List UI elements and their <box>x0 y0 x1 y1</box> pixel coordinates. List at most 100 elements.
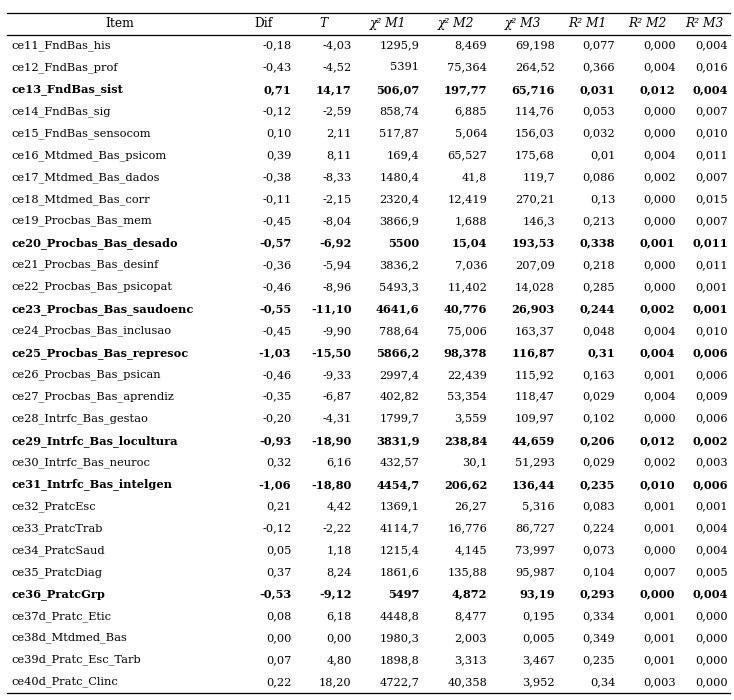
Text: ce34_PratcSaud: ce34_PratcSaud <box>11 545 105 556</box>
Text: 0,000: 0,000 <box>696 611 728 621</box>
Text: 136,44: 136,44 <box>512 479 555 490</box>
Text: 53,354: 53,354 <box>447 392 487 402</box>
Text: 0,073: 0,073 <box>583 545 615 555</box>
Text: 0,004: 0,004 <box>640 347 675 358</box>
Text: 0,003: 0,003 <box>696 458 728 468</box>
Text: 6,885: 6,885 <box>454 106 487 116</box>
Text: 0,004: 0,004 <box>643 392 675 402</box>
Text: -18,90: -18,90 <box>311 435 352 446</box>
Text: 2997,4: 2997,4 <box>379 370 419 379</box>
Text: 3831,9: 3831,9 <box>376 435 419 446</box>
Text: 51,293: 51,293 <box>515 458 555 468</box>
Text: -11,10: -11,10 <box>311 303 352 314</box>
Text: 0,010: 0,010 <box>696 326 728 336</box>
Text: -0,57: -0,57 <box>259 237 291 248</box>
Text: 858,74: 858,74 <box>379 106 419 116</box>
Text: 206,62: 206,62 <box>444 479 487 490</box>
Text: 0,163: 0,163 <box>583 370 615 379</box>
Text: ce23_Procbas_Bas_saudoenc: ce23_Procbas_Bas_saudoenc <box>11 303 193 315</box>
Text: ce39d_Pratc_Esc_Tarb: ce39d_Pratc_Esc_Tarb <box>11 654 141 666</box>
Text: 0,000: 0,000 <box>643 216 675 226</box>
Text: Dif: Dif <box>254 17 272 30</box>
Text: -6,87: -6,87 <box>322 392 352 402</box>
Text: 3866,9: 3866,9 <box>379 216 419 226</box>
Text: -1,03: -1,03 <box>259 347 291 358</box>
Text: ce33_PratcTrab: ce33_PratcTrab <box>11 523 103 533</box>
Text: 0,031: 0,031 <box>580 84 615 95</box>
Text: 3,952: 3,952 <box>523 677 555 687</box>
Text: ce13_FndBas_sist: ce13_FndBas_sist <box>11 83 123 95</box>
Text: 4722,7: 4722,7 <box>379 677 419 687</box>
Text: 7,036: 7,036 <box>454 260 487 270</box>
Text: 26,903: 26,903 <box>512 303 555 314</box>
Text: 0,213: 0,213 <box>583 216 615 226</box>
Text: 6,18: 6,18 <box>326 611 352 621</box>
Text: -9,33: -9,33 <box>322 370 352 379</box>
Text: 4,80: 4,80 <box>326 655 352 665</box>
Text: 1215,4: 1215,4 <box>379 545 419 555</box>
Text: 0,000: 0,000 <box>643 41 675 50</box>
Text: 0,048: 0,048 <box>583 326 615 336</box>
Text: -0,36: -0,36 <box>262 260 291 270</box>
Text: 8,477: 8,477 <box>454 611 487 621</box>
Text: 175,68: 175,68 <box>515 150 555 160</box>
Text: 156,03: 156,03 <box>515 128 555 139</box>
Text: -2,59: -2,59 <box>322 106 352 116</box>
Text: 5866,2: 5866,2 <box>376 347 419 358</box>
Text: ce24_Procbas_Bas_inclusao: ce24_Procbas_Bas_inclusao <box>11 326 171 336</box>
Text: 0,004: 0,004 <box>643 150 675 160</box>
Text: -8,33: -8,33 <box>322 172 352 182</box>
Text: 3836,2: 3836,2 <box>379 260 419 270</box>
Text: 0,010: 0,010 <box>696 128 728 139</box>
Text: 0,71: 0,71 <box>264 84 291 95</box>
Text: ce17_Mtdmed_Bas_dados: ce17_Mtdmed_Bas_dados <box>11 172 159 183</box>
Text: 75,006: 75,006 <box>447 326 487 336</box>
Text: 118,47: 118,47 <box>515 392 555 402</box>
Text: 73,997: 73,997 <box>515 545 555 555</box>
Text: 0,22: 0,22 <box>266 677 291 687</box>
Text: 0,102: 0,102 <box>583 414 615 424</box>
Text: 109,97: 109,97 <box>515 414 555 424</box>
Text: -0,45: -0,45 <box>262 326 291 336</box>
Text: 119,7: 119,7 <box>523 172 555 182</box>
Text: 4641,6: 4641,6 <box>376 303 419 314</box>
Text: 0,235: 0,235 <box>580 479 615 490</box>
Text: 0,10: 0,10 <box>266 128 291 139</box>
Text: ce21_Procbas_Bas_desinf: ce21_Procbas_Bas_desinf <box>11 260 159 270</box>
Text: 1369,1: 1369,1 <box>379 501 419 512</box>
Text: 0,244: 0,244 <box>580 303 615 314</box>
Text: 11,402: 11,402 <box>447 282 487 292</box>
Text: 169,4: 169,4 <box>387 150 419 160</box>
Text: 788,64: 788,64 <box>379 326 419 336</box>
Text: 0,21: 0,21 <box>266 501 291 512</box>
Text: ce18_Mtdmed_Bas_corr: ce18_Mtdmed_Bas_corr <box>11 194 150 204</box>
Text: 0,195: 0,195 <box>523 611 555 621</box>
Text: 75,364: 75,364 <box>447 62 487 73</box>
Text: ce29_Intrfc_Bas_locultura: ce29_Intrfc_Bas_locultura <box>11 435 178 447</box>
Text: 0,334: 0,334 <box>583 611 615 621</box>
Text: 0,31: 0,31 <box>587 347 615 358</box>
Text: 16,776: 16,776 <box>447 524 487 533</box>
Text: ce27_Procbas_Bas_aprendiz: ce27_Procbas_Bas_aprendiz <box>11 391 174 402</box>
Text: -0,93: -0,93 <box>259 435 291 446</box>
Text: 4,872: 4,872 <box>451 589 487 600</box>
Text: -0,43: -0,43 <box>262 62 291 73</box>
Text: 0,004: 0,004 <box>696 524 728 533</box>
Text: 65,716: 65,716 <box>512 84 555 95</box>
Text: 0,016: 0,016 <box>696 62 728 73</box>
Text: 0,001: 0,001 <box>640 237 675 248</box>
Text: -0,35: -0,35 <box>262 392 291 402</box>
Text: 0,39: 0,39 <box>266 150 291 160</box>
Text: ce28_Intrfc_Bas_gestao: ce28_Intrfc_Bas_gestao <box>11 413 148 424</box>
Text: -2,15: -2,15 <box>322 194 352 204</box>
Text: 30,1: 30,1 <box>462 458 487 468</box>
Text: 0,000: 0,000 <box>643 194 675 204</box>
Text: 0,000: 0,000 <box>643 106 675 116</box>
Text: 0,000: 0,000 <box>643 282 675 292</box>
Text: ce11_FndBas_his: ce11_FndBas_his <box>11 40 111 51</box>
Text: 207,09: 207,09 <box>515 260 555 270</box>
Text: -8,04: -8,04 <box>322 216 352 226</box>
Text: 270,21: 270,21 <box>515 194 555 204</box>
Text: 5,064: 5,064 <box>454 128 487 139</box>
Text: ce20_Procbas_Bas_desado: ce20_Procbas_Bas_desado <box>11 237 178 249</box>
